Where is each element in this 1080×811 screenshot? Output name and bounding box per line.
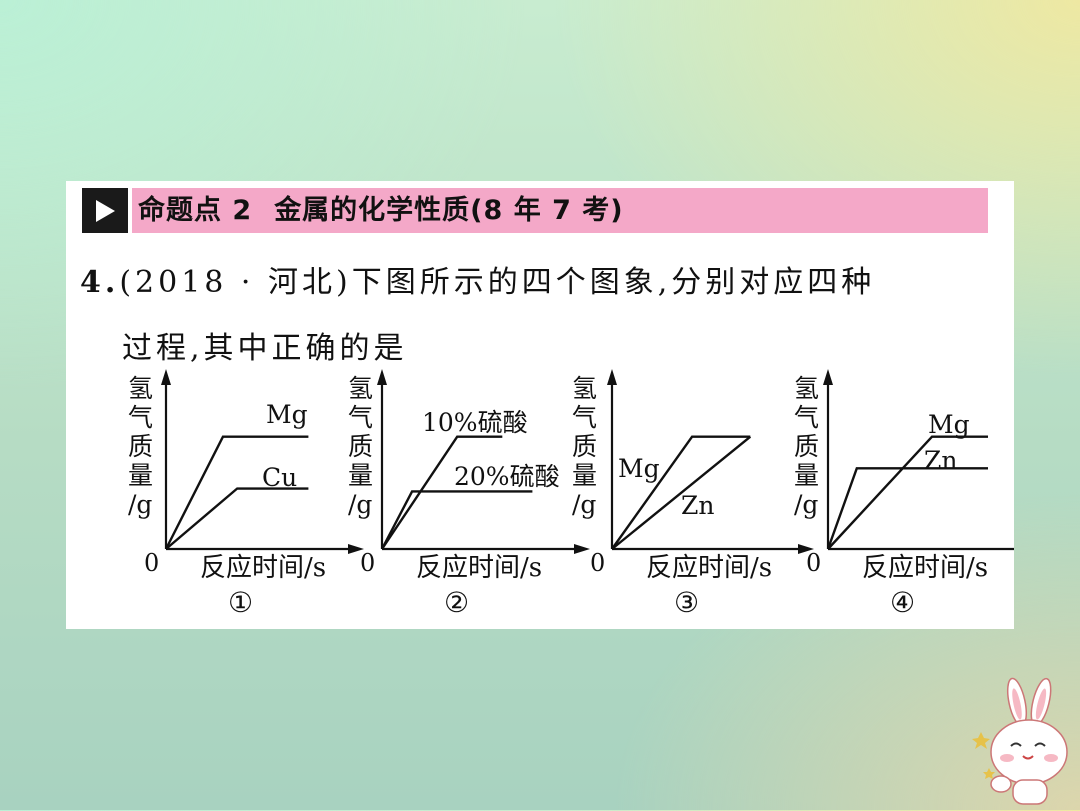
chart-2-series-1-line	[381, 435, 503, 550]
chart-3-series-2-label: Zn	[681, 491, 714, 520]
question-card: 命题点 2 金属的化学性质(8 年 7 考) 4.(2018 · 河北)下图所示的…	[66, 181, 1014, 629]
chart-4-series-2-label: Zn	[924, 446, 957, 475]
header-band	[132, 188, 988, 233]
question-number: 4.	[80, 265, 120, 300]
question-line-1: 4.(2018 · 河北)下图所示的四个图象,分别对应四种	[80, 257, 875, 301]
chart-2-series-1-label: 10%硫酸	[422, 408, 528, 437]
chart-2-y-arrow	[377, 369, 387, 385]
chart-1-series-2-line	[165, 487, 309, 550]
chart-2-x-arrow	[574, 544, 590, 554]
chart-1-x-arrow	[348, 544, 364, 554]
chart-2-caption: ②	[444, 586, 469, 619]
section-header	[82, 188, 128, 233]
question-text-2: 过程,其中正确的是	[122, 331, 408, 366]
chart-3-y-label: 氢气质量/g	[572, 374, 597, 519]
chart-3-origin-label: 0	[590, 549, 605, 577]
chart-4-x-label: 反应时间/s	[862, 553, 988, 583]
chart-4-y-arrow	[823, 369, 833, 385]
play-icon	[82, 188, 128, 233]
chart-1-series-1-line	[164, 435, 309, 550]
chart-1-y-arrow	[161, 369, 171, 385]
chart-4-y-label: 氢气质量/g	[794, 374, 819, 519]
bunny-mascot-icon	[965, 672, 1075, 807]
chart-3-x-label: 反应时间/s	[646, 553, 772, 583]
chart-1-caption: ①	[228, 586, 253, 619]
chart-1-y-label: 氢气质量/g	[128, 374, 153, 519]
chart-3-series-1-label: Mg	[618, 454, 660, 483]
chart-4-series-2-line	[826, 467, 988, 550]
section-label: 命题点 2	[138, 195, 253, 226]
chart-3-caption: ③	[674, 586, 699, 619]
chart-3-x-arrow	[798, 544, 814, 554]
section-header-text: 命题点 2 金属的化学性质(8 年 7 考)	[138, 188, 624, 233]
chart-4-series-1-line	[827, 435, 988, 550]
chart-1-origin-label: 0	[144, 549, 159, 577]
chart-2-series-2-line	[380, 490, 533, 550]
chart-1-series-1-label: Mg	[266, 400, 308, 429]
section-title: 金属的化学性质(8 年 7 考)	[274, 195, 624, 226]
chart-4-origin-label: 0	[806, 549, 821, 577]
question-source: (2018 · 河北)	[119, 265, 352, 300]
chart-1-x-label: 反应时间/s	[200, 553, 326, 583]
chart-2-y-label: 氢气质量/g	[348, 374, 373, 519]
chart-2-origin-label: 0	[360, 549, 375, 577]
chart-3-y-arrow	[607, 369, 617, 385]
chart-4-caption: ④	[890, 586, 915, 619]
chart-1-series-2-label: Cu	[262, 463, 297, 492]
chart-3-series-1-line	[611, 435, 751, 550]
chart-3-series-2-line	[611, 435, 752, 550]
chart-2-x-label: 反应时间/s	[416, 553, 542, 583]
chart-2-series-2-label: 20%硫酸	[454, 462, 560, 491]
chart-4-series-1-label: Mg	[928, 410, 970, 439]
question-text-1: 下图所示的四个图象,分别对应四种	[351, 265, 876, 300]
question-line-2: 过程,其中正确的是	[122, 323, 408, 367]
